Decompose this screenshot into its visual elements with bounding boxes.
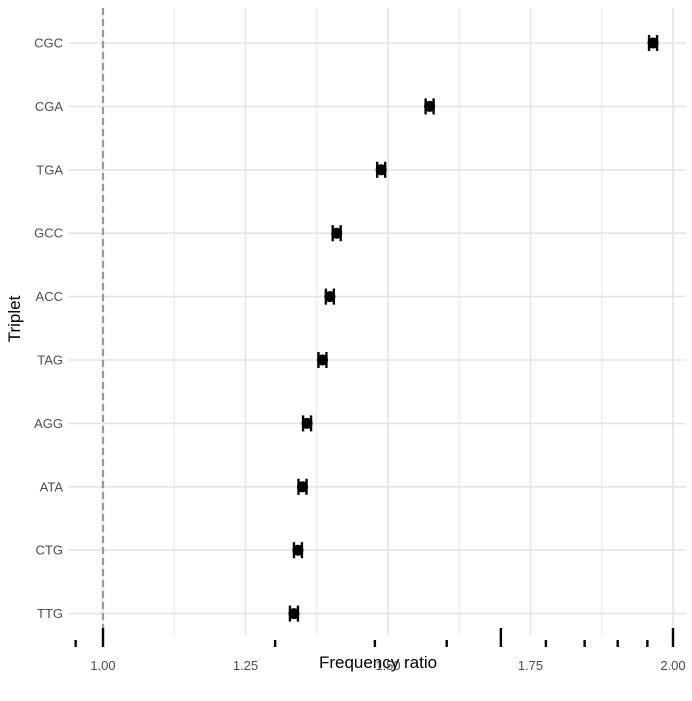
data-point [297,481,308,493]
data-point [375,164,387,176]
x-tick-label: 1.25 [233,658,258,673]
y-tick-label: TGA [36,162,63,177]
x-tick-label: 1.00 [90,658,115,673]
y-tick-label: TTG [37,606,63,621]
data-point [647,37,659,49]
x-tick-labels: 1.00 1.25 1.50 1.75 2.00 [90,658,685,673]
y-tick-labels: CGC CGA TGA GCC ACC TAG AGG ATA CTG TTG [34,36,63,622]
rug-marks [74,628,675,647]
minor-gridlines [173,8,603,636]
x-tick-label: 2.00 [660,658,685,673]
y-tick-label: AGG [34,416,63,431]
y-tick-label: ACC [36,289,63,304]
data-point [331,227,343,239]
data-point [316,354,328,366]
y-tick-label: TAG [37,353,63,368]
y-axis-title: Triplet [5,295,24,342]
y-tick-label: CGA [35,99,64,114]
data-point [424,100,436,112]
y-tick-label: ATA [40,479,64,494]
x-tick-label: 1.50 [375,658,400,673]
major-gridlines [68,8,686,636]
y-tick-label: GCC [34,226,63,241]
x-tick-label: 1.75 [518,658,543,673]
data-point [288,608,300,620]
data-point [292,544,304,556]
y-tick-label: CTG [36,543,63,558]
x-axis-title: Frequency ratio [319,653,437,672]
data-point [324,291,336,303]
y-tick-label: CGC [34,36,63,51]
data-points [288,37,659,620]
data-point [301,417,313,429]
